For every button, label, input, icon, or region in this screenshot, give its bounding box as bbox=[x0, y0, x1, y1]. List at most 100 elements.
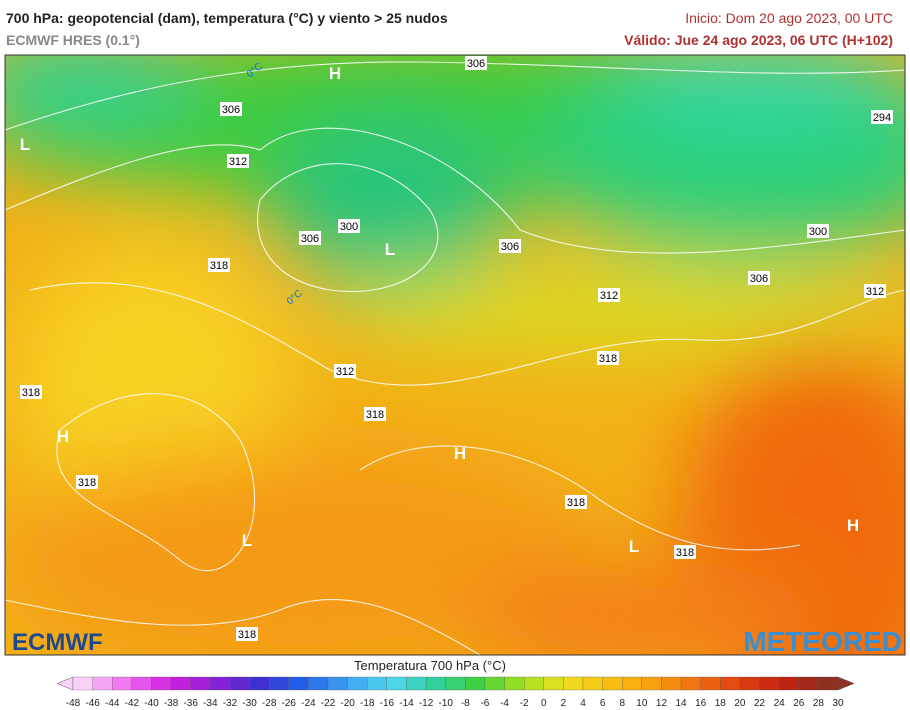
colorbar-tick-label: -12 bbox=[419, 698, 434, 709]
contour-label: 312 bbox=[229, 156, 247, 168]
pressure-center: H bbox=[847, 516, 859, 535]
colorbar-tick-label: -36 bbox=[183, 698, 198, 709]
colorbar-cell bbox=[170, 676, 191, 691]
contour-label: 318 bbox=[22, 387, 40, 399]
colorbar-tick-label: 20 bbox=[734, 698, 746, 709]
contour-label: 294 bbox=[873, 112, 891, 124]
pressure-center: L bbox=[242, 531, 252, 550]
colorbar-cell bbox=[465, 676, 486, 691]
colorbar-cell bbox=[563, 676, 584, 691]
colorbar-cell bbox=[524, 676, 544, 691]
colorbar-tick-label: 30 bbox=[832, 698, 844, 709]
colorbar-tick-label: 12 bbox=[656, 698, 668, 709]
contour-label: 312 bbox=[866, 286, 884, 298]
colorbar-tick-label: -32 bbox=[223, 698, 238, 709]
colorbar-cell bbox=[112, 676, 132, 691]
colorbar-cell bbox=[367, 676, 387, 691]
colorbar-cell bbox=[229, 676, 250, 691]
pressure-center: H bbox=[454, 444, 466, 463]
colorbar-cell bbox=[798, 676, 819, 691]
contour-label-bg bbox=[20, 385, 42, 399]
colorbar-cell bbox=[661, 676, 682, 691]
colorbar-tick-label: 24 bbox=[774, 698, 786, 709]
colorbar-tick-label: 22 bbox=[754, 698, 766, 709]
colorbar-tick-label: -8 bbox=[461, 698, 470, 709]
colorbar-cell bbox=[543, 676, 564, 691]
colorbar-tick-label: -34 bbox=[203, 698, 218, 709]
colorbar-tick-label: -24 bbox=[301, 698, 316, 709]
contour-label: 306 bbox=[301, 233, 319, 245]
colorbar-cell bbox=[151, 676, 172, 691]
colorbar-tick-label: -16 bbox=[380, 698, 395, 709]
colorbar-cell bbox=[622, 676, 642, 691]
colorbar-cell bbox=[759, 676, 780, 691]
contour-label: 306 bbox=[501, 241, 519, 253]
contour-label-bg bbox=[220, 102, 242, 116]
colorbar-cell bbox=[406, 676, 427, 691]
contour-label: 312 bbox=[600, 290, 618, 302]
colorbar-tick-label: -20 bbox=[340, 698, 355, 709]
colorbar-cell bbox=[131, 676, 152, 691]
colorbar-cell bbox=[210, 676, 231, 691]
colorbar-cell bbox=[582, 676, 603, 691]
colorbar-cell bbox=[504, 676, 525, 691]
colorbar-tick-label: -10 bbox=[438, 698, 453, 709]
init-time: Inicio: Dom 20 ago 2023, 00 UTC bbox=[685, 10, 893, 26]
colorbar-cell bbox=[249, 676, 270, 691]
colorbar-cell bbox=[347, 676, 368, 691]
colorbar-cell bbox=[484, 676, 505, 691]
pressure-center: H bbox=[329, 64, 341, 83]
colorbar-tick-label: -44 bbox=[105, 698, 120, 709]
colorbar-cell bbox=[680, 676, 701, 691]
contour-label: 300 bbox=[809, 226, 827, 238]
colorbar-tick-label: -46 bbox=[85, 698, 100, 709]
contour-label-bg bbox=[748, 271, 770, 285]
contour-label: 300 bbox=[340, 221, 358, 233]
contour-label-bg bbox=[499, 239, 521, 253]
contour-label: 318 bbox=[78, 477, 96, 489]
colorbar-cell bbox=[779, 676, 799, 691]
colorbar-end bbox=[837, 676, 855, 691]
contour-label-bg bbox=[334, 364, 356, 378]
colorbar-tick-label: 4 bbox=[580, 698, 586, 709]
contour-label-bg bbox=[597, 351, 619, 365]
colorbar-cell bbox=[425, 676, 446, 691]
contour-label-bg bbox=[338, 219, 360, 233]
contour-label: 306 bbox=[467, 58, 485, 70]
model: ECMWF HRES (0.1°) bbox=[6, 32, 140, 48]
contour-label-bg bbox=[465, 56, 487, 70]
colorbar-title: Temperatura 700 hPa (°C) bbox=[354, 658, 506, 673]
colorbar-tick-label: 2 bbox=[561, 698, 567, 709]
colorbar-tick-label: -28 bbox=[262, 698, 277, 709]
colorbar-cell bbox=[190, 676, 211, 691]
colorbar-cell bbox=[739, 676, 760, 691]
logo-right: METEORED bbox=[743, 626, 902, 657]
colorbar-tick-label: -30 bbox=[242, 698, 257, 709]
contour-label-bg bbox=[864, 284, 886, 298]
contour-label: 318 bbox=[238, 629, 256, 641]
colorbar-cell bbox=[700, 676, 721, 691]
contour-label: 306 bbox=[222, 104, 240, 116]
contour-label: 306 bbox=[750, 273, 768, 285]
colorbar-cell bbox=[818, 676, 839, 691]
colorbar-cell bbox=[288, 676, 309, 691]
colorbar-tick-label: -2 bbox=[520, 698, 529, 709]
logo-left: ECMWF bbox=[12, 629, 103, 656]
pressure-center: H bbox=[57, 427, 69, 446]
colorbar-cell bbox=[308, 676, 329, 691]
contour-label-bg bbox=[364, 407, 386, 421]
colorbar-cell bbox=[72, 676, 93, 691]
colorbar-tick-label: 0 bbox=[541, 698, 547, 709]
colorbar-tick-label: 14 bbox=[676, 698, 688, 709]
map bbox=[5, 55, 905, 655]
title: 700 hPa: geopotencial (dam), temperatura… bbox=[6, 10, 448, 26]
colorbar-tick-label: 10 bbox=[636, 698, 648, 709]
contour-label: 312 bbox=[336, 366, 354, 378]
colorbar-tick-label: -4 bbox=[500, 698, 509, 709]
colorbar-tick-label: 16 bbox=[695, 698, 707, 709]
colorbar-tick-label: -22 bbox=[321, 698, 336, 709]
colorbar-end bbox=[56, 676, 74, 691]
valid-time: Válido: Jue 24 ago 2023, 06 UTC (H+102) bbox=[624, 32, 893, 48]
colorbar-tick-label: 8 bbox=[619, 698, 625, 709]
contour-label-bg bbox=[674, 545, 696, 559]
